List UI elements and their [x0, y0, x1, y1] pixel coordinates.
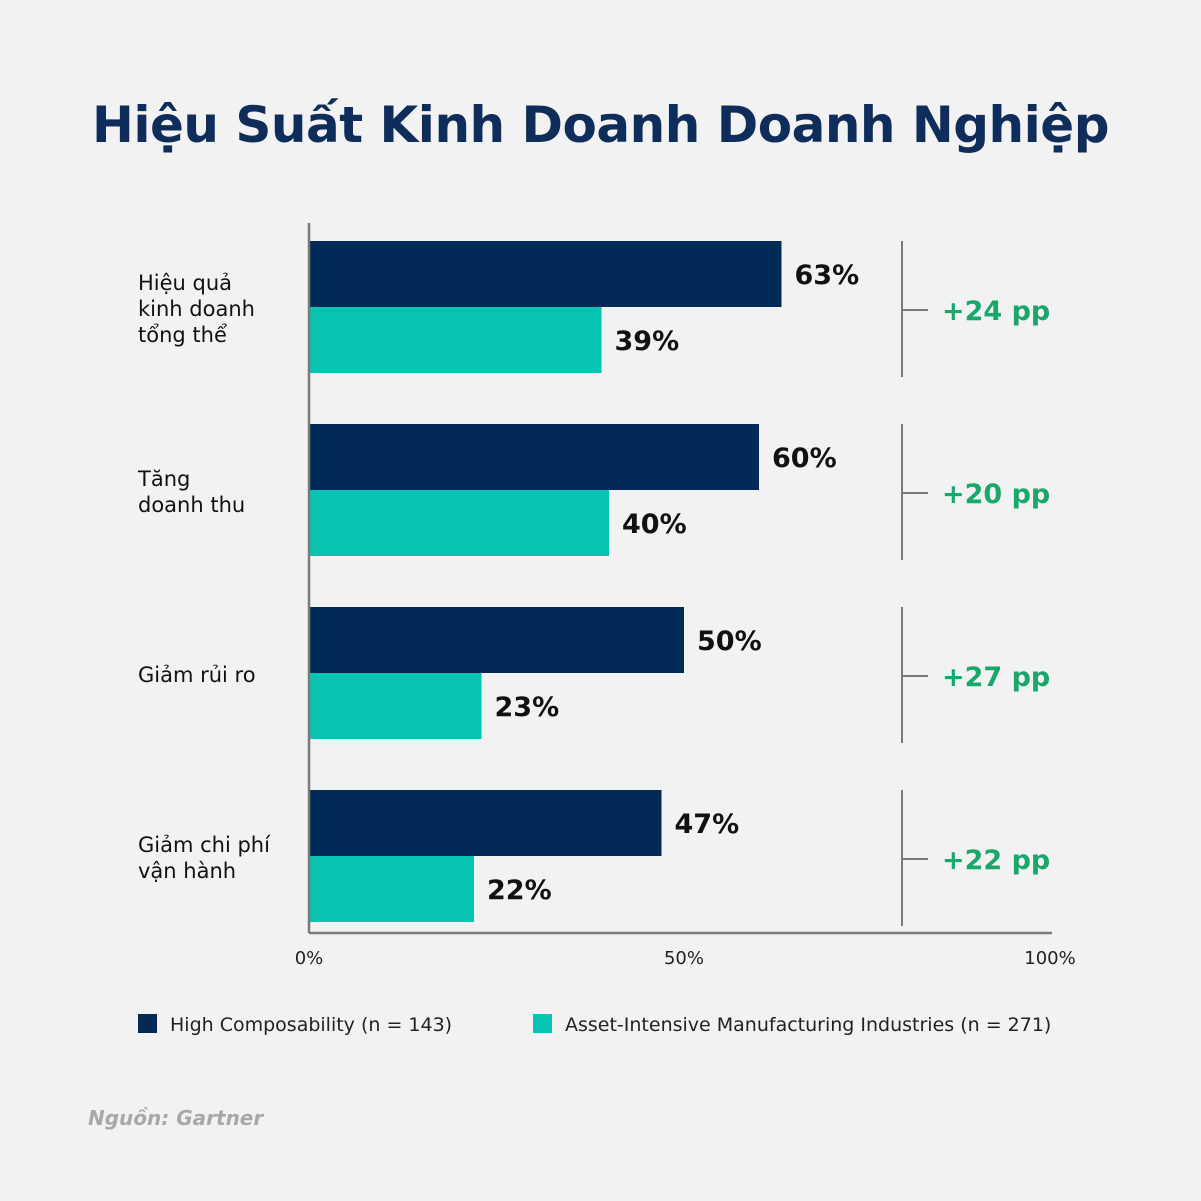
category-label: Hiệu quả	[138, 271, 232, 295]
bar	[309, 790, 662, 856]
x-tick-label: 100%	[1024, 948, 1075, 969]
value-label: 60%	[772, 443, 837, 474]
difference-label: +27 pp	[942, 662, 1050, 693]
bar	[309, 607, 684, 673]
category-label: tổng thể	[138, 323, 227, 347]
value-label: 22%	[487, 875, 552, 906]
bar	[309, 424, 759, 490]
difference-label: +22 pp	[942, 845, 1050, 876]
chart-title: Hiệu Suất Kinh Doanh Doanh Nghiệp	[92, 96, 1110, 154]
legend-swatch	[138, 1014, 157, 1033]
difference-label: +24 pp	[942, 296, 1050, 327]
category-label: vận hành	[138, 859, 236, 883]
legend-swatch	[533, 1014, 552, 1033]
value-label: 39%	[615, 326, 680, 357]
bar	[309, 307, 602, 373]
bar	[309, 856, 474, 922]
value-label: 50%	[697, 626, 762, 657]
source-note: Nguồn: Gartner	[88, 1106, 264, 1130]
x-tick-label: 0%	[295, 948, 324, 969]
category-label: Giảm rủi ro	[138, 663, 256, 687]
value-label: 23%	[495, 692, 560, 723]
value-label: 40%	[622, 509, 687, 540]
legend-label: High Composability (n = 143)	[170, 1014, 452, 1036]
category-label: kinh doanh	[138, 297, 255, 321]
category-label: doanh thu	[138, 493, 245, 517]
value-label: 63%	[795, 260, 860, 291]
bar	[309, 241, 782, 307]
category-label: Giảm chi phí	[138, 833, 271, 857]
value-label: 47%	[675, 809, 740, 840]
legend-label: Asset-Intensive Manufacturing Industries…	[565, 1014, 1051, 1036]
bar	[309, 673, 482, 739]
x-tick-label: 50%	[664, 948, 704, 969]
category-label: Tăng	[137, 467, 190, 491]
difference-label: +20 pp	[942, 479, 1050, 510]
bar	[309, 490, 609, 556]
